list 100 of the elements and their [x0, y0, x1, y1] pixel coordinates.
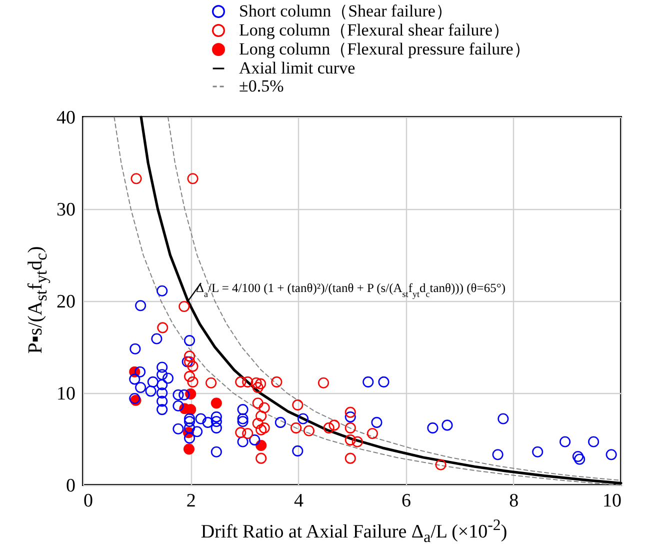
y-tick-label: 30 [56, 200, 76, 220]
x-tick-label: 0 [84, 490, 93, 512]
point [156, 396, 168, 407]
y-tick-label: 20 [56, 292, 76, 312]
point [492, 449, 504, 460]
point [172, 389, 184, 400]
point [256, 452, 267, 464]
x-tick-label: 2 [186, 490, 196, 512]
point [178, 389, 190, 400]
point [378, 376, 390, 388]
point [574, 454, 586, 465]
point [498, 413, 509, 424]
point [298, 413, 309, 424]
y-tick-label: 0 [66, 476, 76, 496]
point [427, 422, 438, 434]
point [145, 386, 156, 397]
point [210, 446, 222, 458]
point [237, 404, 248, 416]
point [242, 376, 254, 388]
point [210, 416, 222, 428]
point [256, 410, 267, 422]
point [252, 418, 264, 429]
point [344, 411, 356, 422]
point [129, 374, 140, 385]
point [156, 369, 168, 380]
point [134, 366, 146, 378]
point [237, 416, 248, 428]
point [352, 436, 363, 448]
point [172, 400, 184, 412]
point [184, 356, 196, 368]
point [303, 425, 314, 436]
point [560, 436, 571, 448]
point [242, 428, 254, 439]
point [162, 372, 174, 384]
point [172, 423, 184, 434]
point [532, 446, 544, 458]
point [130, 173, 142, 184]
point [184, 370, 196, 382]
point [187, 376, 198, 388]
point [344, 422, 356, 434]
point [157, 322, 168, 334]
point [184, 350, 196, 362]
point [290, 422, 302, 434]
point [135, 382, 146, 393]
point [195, 413, 206, 424]
point [362, 376, 374, 388]
point [237, 436, 248, 448]
point [156, 387, 168, 399]
point [210, 422, 222, 434]
point [156, 379, 168, 390]
point [192, 426, 203, 438]
point [185, 404, 196, 416]
point [184, 335, 196, 346]
x-axis-title: Drift Ratio at Axial Failure Δ$_{a}$/L (×10$^{-2}$) [200, 517, 508, 547]
point [210, 398, 222, 409]
point [271, 376, 282, 388]
point [184, 413, 196, 424]
x-tick-label: 6 [402, 490, 412, 512]
point [292, 445, 304, 456]
point [187, 173, 198, 184]
x-tick-label: 8 [509, 490, 519, 512]
point [235, 376, 246, 388]
point [249, 434, 260, 446]
point [256, 440, 267, 451]
point [184, 416, 196, 428]
point [252, 398, 264, 409]
point [252, 382, 264, 393]
point [318, 377, 330, 388]
point [187, 360, 198, 372]
point [442, 420, 453, 431]
point [151, 333, 162, 344]
point [606, 449, 617, 460]
point [256, 424, 267, 436]
point [135, 300, 146, 312]
point [371, 416, 382, 428]
point [183, 444, 195, 455]
point [237, 413, 248, 424]
point [328, 420, 340, 431]
point [182, 356, 193, 368]
point [344, 406, 356, 418]
y-tick-label: 10 [56, 384, 76, 404]
legend-label: ±0.5% [239, 76, 284, 96]
point [435, 459, 446, 470]
point [344, 434, 356, 446]
point [184, 432, 196, 444]
point [344, 452, 356, 464]
point [202, 416, 214, 428]
point [292, 399, 304, 410]
point [366, 428, 378, 439]
legend-label: Axial limit curve [239, 58, 356, 78]
point [258, 402, 270, 414]
point [184, 422, 196, 434]
point [178, 301, 190, 312]
x-tick-label: 10 [602, 490, 622, 512]
y-tick-label: 40 [56, 108, 76, 128]
point [156, 285, 168, 296]
point [147, 376, 158, 388]
point [235, 427, 246, 438]
x-tick-label: 4 [294, 490, 304, 512]
point [255, 378, 266, 390]
